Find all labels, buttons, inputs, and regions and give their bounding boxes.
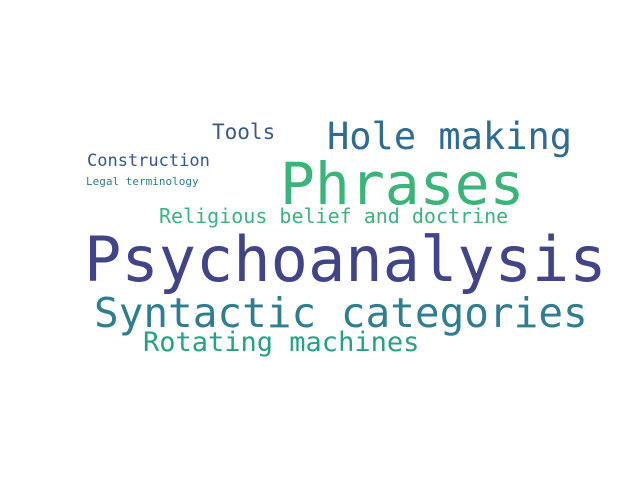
word-psychoanalysis: Psychoanalysis	[84, 223, 607, 296]
word-rotating-machines: Rotating machines	[143, 327, 420, 358]
word-hole-making: Hole making	[327, 115, 573, 158]
word-religious-belief-and-doctrine: Religious belief and doctrine	[159, 204, 509, 228]
word-phrases: Phrases	[280, 150, 525, 218]
word-legal-terminology: Legal terminology	[86, 175, 199, 188]
word-construction: Construction	[87, 151, 210, 171]
word-tools: Tools	[212, 120, 276, 144]
word-syntactic-categories: Syntactic categories	[94, 289, 588, 337]
